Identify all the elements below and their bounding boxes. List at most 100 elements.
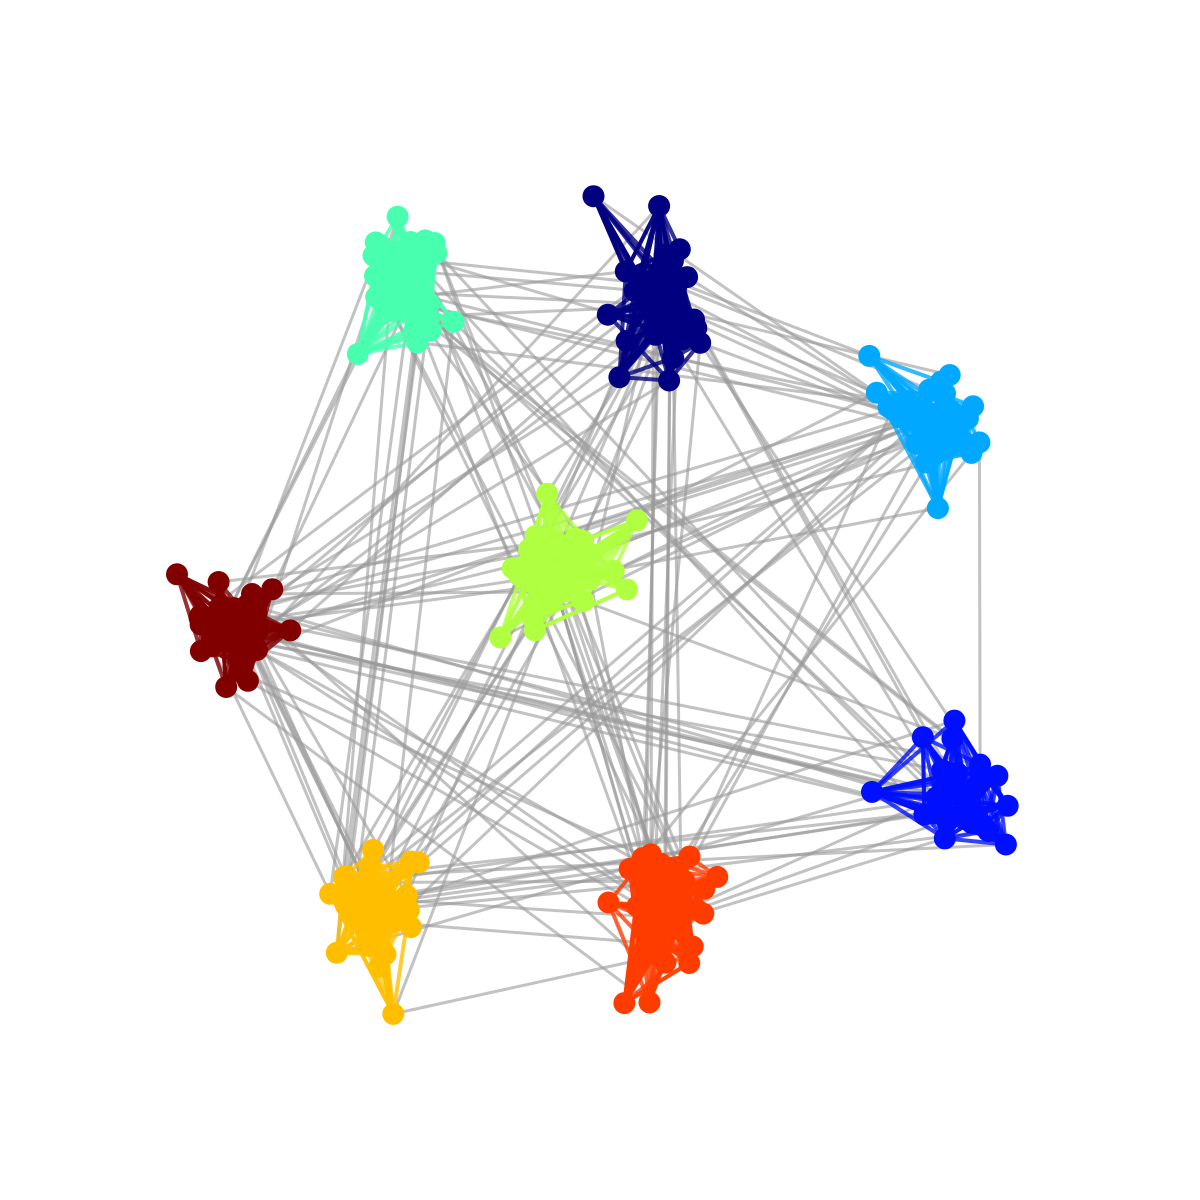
amber-node [353, 877, 376, 900]
lime-node [536, 482, 559, 505]
amber-node [355, 922, 378, 945]
amber-node [372, 939, 394, 962]
amber-node [382, 1002, 405, 1025]
inter-community-edge [390, 418, 921, 925]
blue-edge [920, 735, 927, 817]
dark-red-node [228, 661, 251, 683]
inter-community-edge [270, 283, 419, 591]
inter-community-edge [339, 269, 425, 898]
orange-red-node [693, 877, 716, 900]
inter-community-edge [217, 541, 546, 584]
sky-blue-node [926, 497, 949, 520]
lime-node [489, 626, 512, 649]
aquamarine-node [346, 343, 369, 365]
inter-community-edge [246, 679, 663, 920]
amber-node [325, 941, 348, 964]
sky-blue-node [947, 416, 970, 439]
amber-node [352, 900, 375, 923]
navy-node [676, 266, 699, 289]
dark-red-node [246, 638, 268, 661]
blue-node [955, 789, 977, 812]
orange-red-edge [622, 961, 692, 1006]
navy-node [615, 330, 638, 352]
navy-node [596, 303, 619, 326]
amber-node [395, 884, 418, 907]
aquamarine-node [407, 234, 430, 257]
inter-community-edge [226, 627, 938, 799]
navy-node [648, 195, 671, 217]
blue-node [946, 761, 969, 784]
orange-red-node [649, 852, 672, 875]
inter-community-edge [409, 572, 579, 863]
lime-node [616, 578, 638, 601]
dark-red-node [215, 676, 238, 698]
orange-red-node [692, 902, 715, 925]
navy-node [659, 268, 682, 291]
lime-node [572, 590, 595, 612]
sky-blue-node [865, 381, 888, 404]
aquamarine-node [423, 232, 446, 254]
inter-community-edge [351, 415, 902, 916]
navy-node [614, 260, 637, 283]
inter-community-edge [197, 266, 663, 619]
inter-community-edge [255, 611, 951, 796]
sky-blue-node [940, 433, 963, 456]
blue-node [933, 827, 956, 850]
amber-node [371, 895, 394, 918]
blue-node [941, 727, 964, 750]
orange-red-node [631, 872, 653, 895]
inter-community-edge [234, 243, 382, 619]
navy-node [658, 369, 681, 392]
navy-node [689, 331, 712, 354]
blue-node [960, 811, 983, 834]
sky-blue-node [881, 398, 904, 421]
blue-edge [870, 789, 947, 841]
dark-red-node [227, 638, 250, 661]
blue-node [911, 726, 934, 749]
inter-community-edge [670, 420, 937, 900]
lime-node [519, 570, 542, 593]
aquamarine-node [405, 261, 428, 284]
sky-blue-node [962, 395, 985, 418]
orange-red-node [630, 851, 652, 874]
orange-red-node [678, 952, 701, 974]
sky-blue-edge [867, 353, 944, 384]
amber-node [319, 882, 342, 905]
inter-community-edge [977, 440, 982, 767]
inter-community-edge [547, 415, 912, 540]
inter-community-edge [688, 407, 894, 859]
lime-node [602, 559, 625, 582]
dark-red-node [195, 611, 218, 634]
blue-node [996, 794, 1019, 817]
inter-community-edge [677, 307, 902, 405]
inter-community-edge [423, 238, 973, 825]
inter-community-edge [575, 506, 940, 579]
inter-community-edge [361, 420, 937, 914]
lime-node [546, 580, 569, 603]
inter-community-edge [255, 648, 667, 916]
lime-node [570, 549, 593, 572]
inter-community-edge [227, 284, 647, 638]
dark-red-node [207, 571, 230, 593]
orange-red-node [638, 991, 661, 1014]
inter-community-edge [391, 309, 528, 568]
navy-node [659, 318, 682, 341]
lime-node [554, 536, 577, 559]
sky-blue-node [960, 441, 983, 464]
navy-node [662, 346, 685, 369]
aquamarine-node [442, 310, 465, 333]
inter-community-edge [391, 958, 642, 1016]
lime-node [532, 540, 555, 563]
orange-red-node [613, 992, 636, 1015]
inter-community-edge [582, 599, 954, 741]
blue-node [925, 786, 948, 809]
navy-node [608, 366, 631, 389]
inter-community-edge [542, 418, 937, 545]
blue-node [986, 764, 1009, 787]
inter-community-edge [650, 305, 948, 795]
orange-red-node [653, 920, 676, 943]
inter-community-edge [612, 414, 932, 573]
lime-node [626, 509, 648, 532]
inter-community-edge [224, 275, 689, 689]
sky-blue-node [858, 344, 881, 367]
